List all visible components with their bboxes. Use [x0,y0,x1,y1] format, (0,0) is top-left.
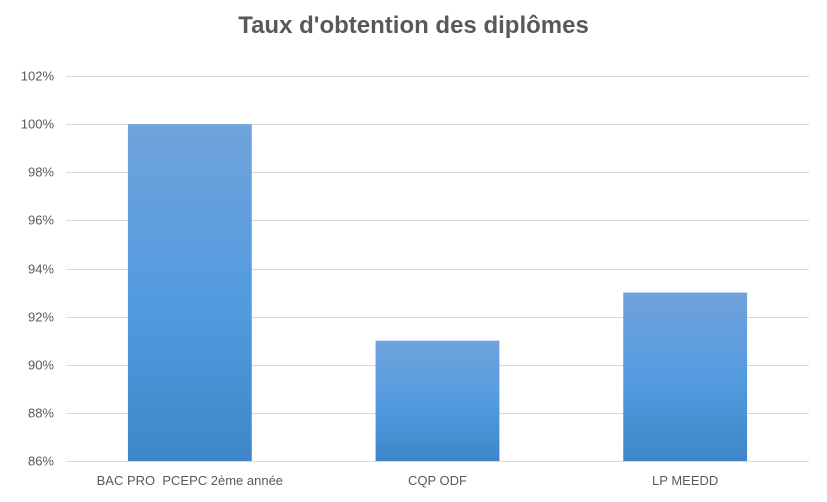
y-tick-label: 86% [28,454,54,469]
bars [127,124,748,461]
y-tick-label: 98% [28,165,54,180]
y-tick-label: 100% [21,117,55,132]
y-tick-label: 90% [28,358,54,373]
x-tick-label: CQP ODF [408,473,467,488]
y-tick-label: 92% [28,310,54,325]
bar [127,124,252,461]
x-tick-label: BAC PRO PCEPC 2ème année [97,473,283,488]
y-tick-label: 96% [28,213,54,228]
y-tick-label: 88% [28,406,54,421]
chart-title: Taux d'obtention des diplômes [238,12,589,39]
y-axis-ticks: 86% 88% 90% 92% 94% 96% 98% 100% 102% [21,69,55,469]
x-tick-label: LP MEEDD [652,473,718,488]
y-tick-label: 102% [21,69,55,84]
bar [375,340,500,461]
bar [623,292,748,461]
x-axis-ticks: BAC PRO PCEPC 2ème année CQP ODF LP MEEDD [97,473,719,488]
y-tick-label: 94% [28,262,54,277]
